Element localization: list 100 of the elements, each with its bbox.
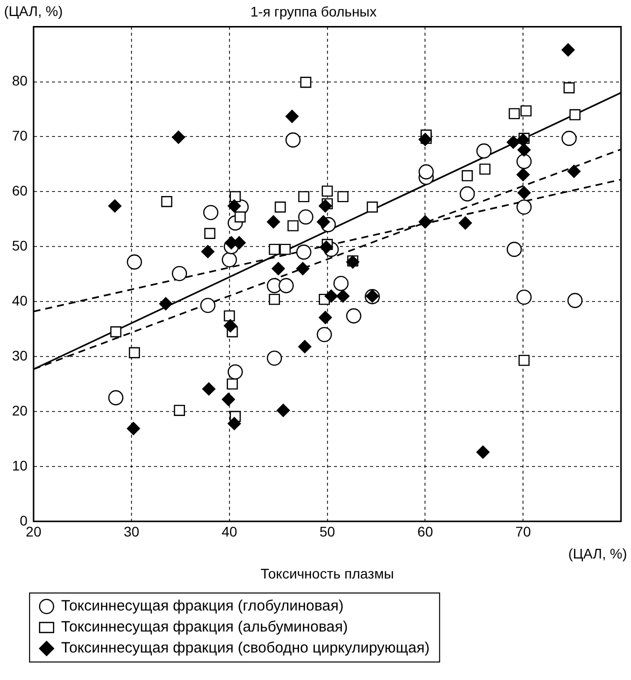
point bbox=[458, 216, 472, 230]
x-tick-label: 20 bbox=[26, 524, 42, 540]
point bbox=[318, 199, 332, 213]
point bbox=[174, 404, 185, 416]
point bbox=[418, 132, 432, 146]
point bbox=[268, 294, 280, 305]
point bbox=[274, 202, 286, 213]
point bbox=[296, 244, 312, 260]
x-tick-label: 60 bbox=[417, 524, 434, 540]
point bbox=[222, 252, 237, 268]
point bbox=[476, 143, 492, 159]
point bbox=[567, 292, 583, 308]
point bbox=[172, 130, 186, 144]
point bbox=[203, 204, 218, 220]
point bbox=[322, 186, 333, 197]
y-tick-label: 50 bbox=[12, 237, 28, 254]
point bbox=[506, 136, 520, 149]
point bbox=[296, 262, 310, 276]
x-tick-label: 40 bbox=[222, 524, 238, 540]
point bbox=[298, 209, 314, 225]
point bbox=[228, 199, 241, 213]
point bbox=[108, 199, 122, 213]
point bbox=[506, 242, 522, 257]
point bbox=[418, 215, 432, 228]
point bbox=[272, 262, 285, 276]
point bbox=[516, 199, 532, 215]
point bbox=[200, 298, 216, 314]
point bbox=[462, 170, 473, 182]
point bbox=[460, 186, 475, 202]
point bbox=[320, 240, 333, 254]
point bbox=[224, 319, 237, 332]
point bbox=[300, 76, 312, 88]
point bbox=[346, 255, 360, 269]
point bbox=[268, 244, 280, 255]
point bbox=[224, 310, 235, 322]
point bbox=[298, 191, 310, 202]
point bbox=[337, 191, 348, 202]
point bbox=[228, 416, 241, 430]
point bbox=[222, 392, 236, 406]
point bbox=[316, 326, 332, 342]
point bbox=[562, 43, 575, 56]
y-axis-title: (ЦАЛ, %) bbox=[4, 2, 63, 19]
point bbox=[517, 186, 531, 200]
point bbox=[518, 354, 530, 366]
point bbox=[287, 220, 299, 232]
point bbox=[516, 154, 532, 170]
point bbox=[366, 202, 378, 213]
point bbox=[126, 254, 142, 270]
point bbox=[285, 132, 301, 148]
point bbox=[234, 211, 246, 222]
point bbox=[318, 310, 332, 324]
point bbox=[201, 244, 214, 258]
x-tick-label: 30 bbox=[124, 524, 140, 540]
y-tick-label: 70 bbox=[12, 128, 28, 144]
point bbox=[226, 378, 238, 390]
point bbox=[517, 143, 531, 156]
point bbox=[128, 347, 140, 358]
point bbox=[108, 390, 124, 406]
y-tick-label: 20 bbox=[12, 402, 28, 418]
y-tick-label: 60 bbox=[12, 182, 28, 199]
point bbox=[508, 108, 520, 120]
y-tick-label: 10 bbox=[12, 457, 28, 474]
point bbox=[567, 164, 581, 178]
point bbox=[204, 228, 216, 239]
point bbox=[266, 215, 280, 228]
point bbox=[479, 164, 490, 175]
y-tick-label: 30 bbox=[12, 347, 28, 364]
legend-label: Токсиннесущая фракция (глобулиновая) bbox=[61, 598, 344, 615]
point bbox=[228, 364, 243, 380]
point bbox=[476, 446, 490, 459]
point bbox=[418, 164, 434, 180]
chart-title: 1-я группа больных bbox=[250, 3, 377, 20]
point bbox=[202, 382, 216, 396]
point bbox=[126, 422, 140, 436]
point bbox=[520, 105, 532, 116]
point bbox=[516, 168, 530, 182]
point bbox=[159, 297, 172, 310]
x-axis-title: Токсичность плазмы bbox=[260, 565, 394, 582]
point bbox=[278, 278, 294, 294]
point bbox=[569, 109, 581, 120]
point bbox=[564, 82, 575, 94]
point bbox=[516, 133, 530, 147]
point bbox=[230, 191, 241, 202]
point bbox=[266, 350, 282, 366]
point bbox=[324, 289, 338, 303]
legend-label: Токсиннесущая фракция (альбуминовая) bbox=[61, 618, 348, 636]
y-tick-label: 80 bbox=[12, 72, 28, 89]
point bbox=[298, 340, 312, 354]
y-tick-label: 40 bbox=[12, 292, 28, 308]
y-tick-label: 0 bbox=[20, 512, 28, 528]
point bbox=[516, 290, 532, 305]
point bbox=[110, 326, 122, 338]
point bbox=[346, 308, 362, 324]
point bbox=[161, 196, 172, 208]
point bbox=[280, 244, 291, 255]
point bbox=[276, 404, 290, 417]
point bbox=[285, 110, 299, 123]
point bbox=[336, 289, 350, 303]
point bbox=[172, 266, 188, 282]
legend-label: Токсиннесущая фракция (свободно циркулирующая) bbox=[61, 640, 430, 657]
